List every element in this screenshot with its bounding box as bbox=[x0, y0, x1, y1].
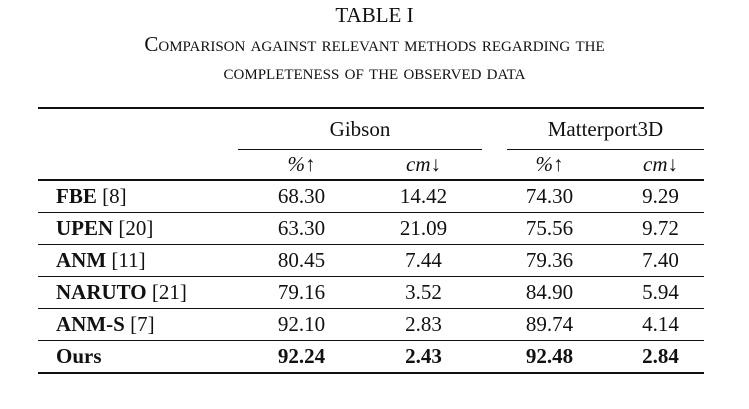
value-cell: 75.56 bbox=[482, 212, 617, 245]
method-name: ANM bbox=[56, 248, 107, 272]
value-cell: 4.14 bbox=[617, 308, 704, 341]
method-cell: ANM [11] bbox=[38, 244, 238, 277]
value-cell: 92.24 bbox=[238, 340, 365, 374]
citation: [20] bbox=[118, 216, 154, 240]
value-cell: 5.94 bbox=[617, 276, 704, 309]
value-cell: 68.30 bbox=[238, 180, 365, 213]
method-cell: Ours bbox=[38, 340, 238, 374]
value-cell: 92.10 bbox=[238, 308, 365, 341]
method-name: UPEN bbox=[56, 216, 114, 240]
header-row: Gibson Matterport3D bbox=[38, 107, 704, 150]
subheader: %↑ bbox=[482, 149, 617, 181]
citation: [8] bbox=[102, 184, 127, 208]
value-cell: 3.52 bbox=[365, 276, 482, 309]
value-cell: 9.72 bbox=[617, 212, 704, 245]
method-name: ANM-S bbox=[56, 312, 125, 336]
data-row: Ours 92.24 2.43 92.48 2.84 bbox=[38, 340, 704, 374]
data-row: NARUTO [21] 79.16 3.52 84.90 5.94 bbox=[38, 276, 704, 309]
method-cell: ANM-S [7] bbox=[38, 308, 238, 341]
method-name: FBE bbox=[56, 184, 97, 208]
table-title: TABLE I bbox=[335, 3, 414, 27]
subheader: cm↓ bbox=[365, 149, 482, 181]
value-cell: 79.36 bbox=[482, 244, 617, 277]
subheader: cm↓ bbox=[617, 149, 704, 181]
empty-cell bbox=[38, 107, 238, 150]
value-cell: 2.84 bbox=[617, 340, 704, 374]
value-cell: 79.16 bbox=[238, 276, 365, 309]
value-cell: 14.42 bbox=[365, 180, 482, 213]
value-cell: 74.30 bbox=[482, 180, 617, 213]
group-header: Matterport3D bbox=[507, 107, 704, 150]
empty-cell bbox=[38, 149, 238, 181]
data-row: FBE [8] 68.30 14.42 74.30 9.29 bbox=[38, 180, 704, 213]
value-cell: 7.40 bbox=[617, 244, 704, 277]
value-cell: 2.83 bbox=[365, 308, 482, 341]
value-cell: 21.09 bbox=[365, 212, 482, 245]
value-cell: 7.44 bbox=[365, 244, 482, 277]
citation: [21] bbox=[151, 280, 187, 304]
method-name: Ours bbox=[56, 344, 102, 368]
spacer bbox=[482, 107, 507, 150]
value-cell: 63.30 bbox=[238, 212, 365, 245]
subheader: %↑ bbox=[238, 149, 365, 181]
method-cell: NARUTO [21] bbox=[38, 276, 238, 309]
data-row: ANM-S [7] 92.10 2.83 89.74 4.14 bbox=[38, 308, 704, 341]
value-cell: 80.45 bbox=[238, 244, 365, 277]
value-cell: 89.74 bbox=[482, 308, 617, 341]
table-body: Gibson Matterport3D %↑ cm↓ %↑ cm↓ FBE [8] 68.3… bbox=[38, 107, 704, 374]
value-cell: 92.48 bbox=[482, 340, 617, 374]
citation: [7] bbox=[130, 312, 155, 336]
data-row: UPEN [20] 63.30 21.09 75.56 9.72 bbox=[38, 212, 704, 245]
data-row: ANM [11] 80.45 7.44 79.36 7.40 bbox=[38, 244, 704, 277]
method-cell: UPEN [20] bbox=[38, 212, 238, 245]
method-name: NARUTO bbox=[56, 280, 147, 304]
value-cell: 84.90 bbox=[482, 276, 617, 309]
group-header: Gibson bbox=[238, 107, 482, 150]
subheader-row: %↑ cm↓ %↑ cm↓ bbox=[38, 149, 704, 181]
citation: [11] bbox=[111, 248, 146, 272]
value-cell: 2.43 bbox=[365, 340, 482, 374]
results-table: Gibson Matterport3D %↑ cm↓ %↑ cm↓ FBE [8] 68.3… bbox=[38, 107, 704, 374]
value-cell: 9.29 bbox=[617, 180, 704, 213]
table-caption: Comparison against relevant methods rega… bbox=[144, 32, 605, 84]
method-cell: FBE [8] bbox=[38, 180, 238, 213]
